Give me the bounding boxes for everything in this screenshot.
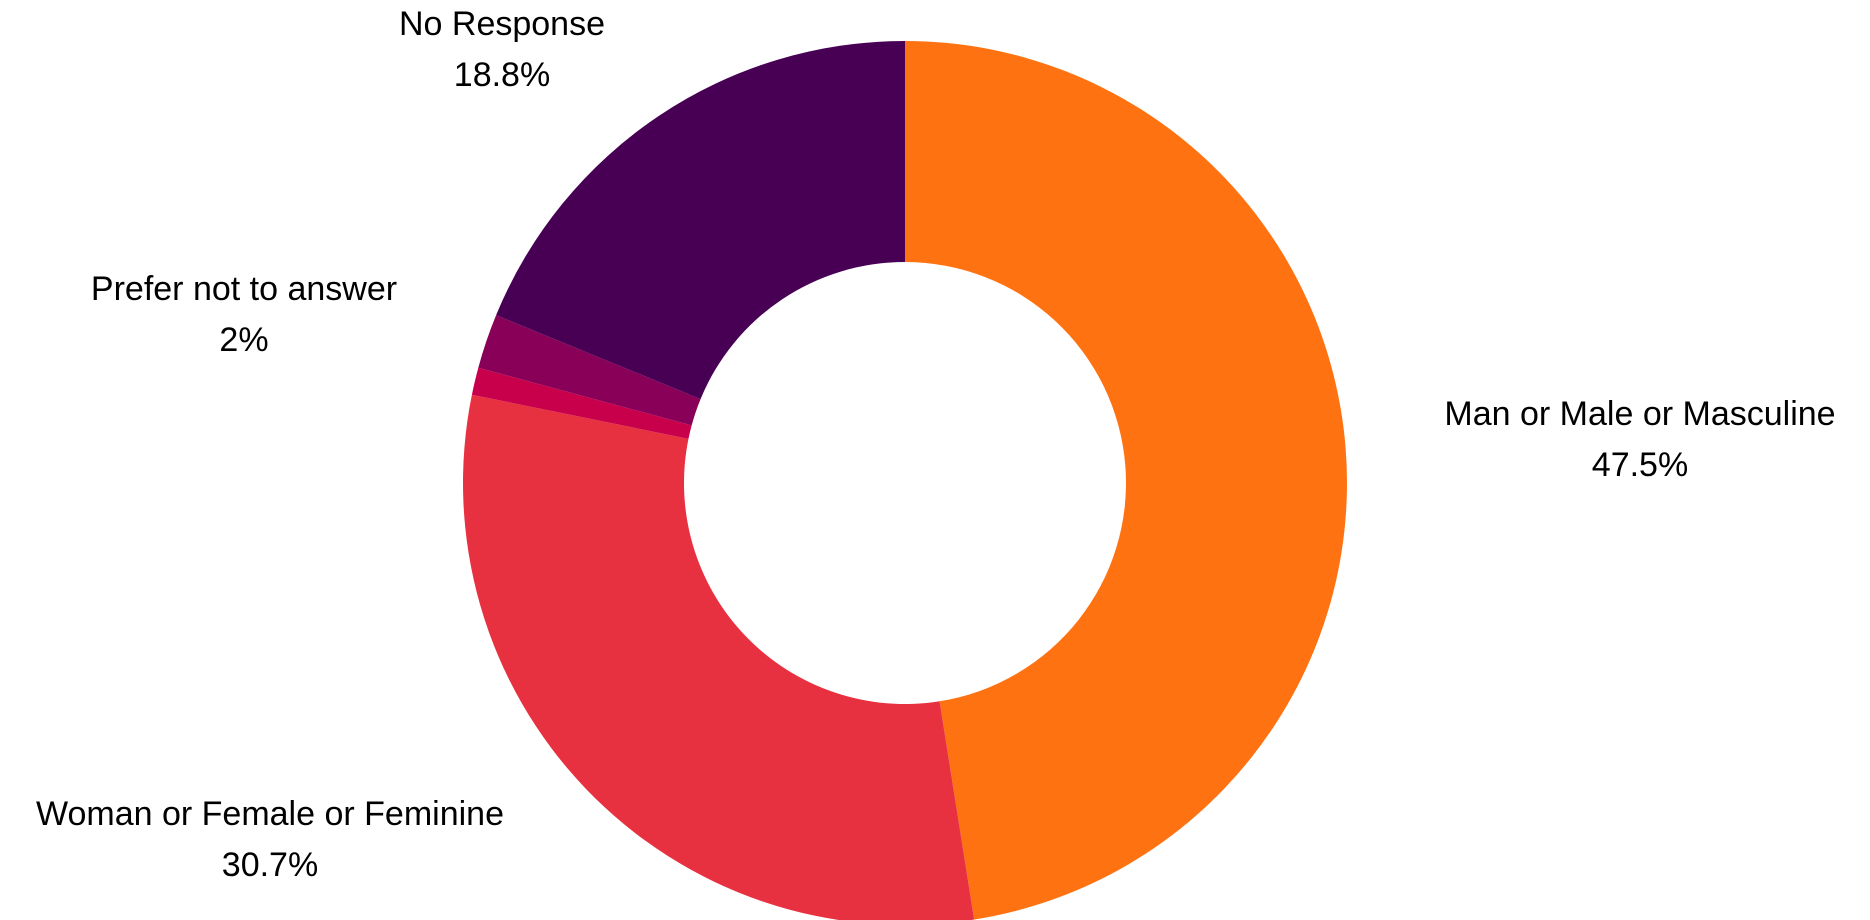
slice-value-label-2: 30.7% [222,846,318,884]
slice-value-label-4: 2% [219,321,268,359]
slice-value-label-5: 18.8% [454,56,550,94]
slice-labels: Man or Male or Masculine 47.5% Woman or Fe… [36,5,1836,884]
slice-label-5: No Response [399,5,605,43]
slice-label-2: Woman or Female or Feminine [36,795,504,833]
slice-label-4: Prefer not to answer [91,270,397,308]
donut-slice-5 [496,41,905,400]
donut-slice-1 [905,40,1348,920]
slice-value-label-1: 47.5% [1592,446,1688,484]
donut-slices [463,40,1348,920]
donut-slice-3 [471,367,692,439]
slice-label-1: Man or Male or Masculine [1444,395,1835,433]
donut-slice-4 [478,315,701,426]
donut-slice-2 [463,394,975,920]
